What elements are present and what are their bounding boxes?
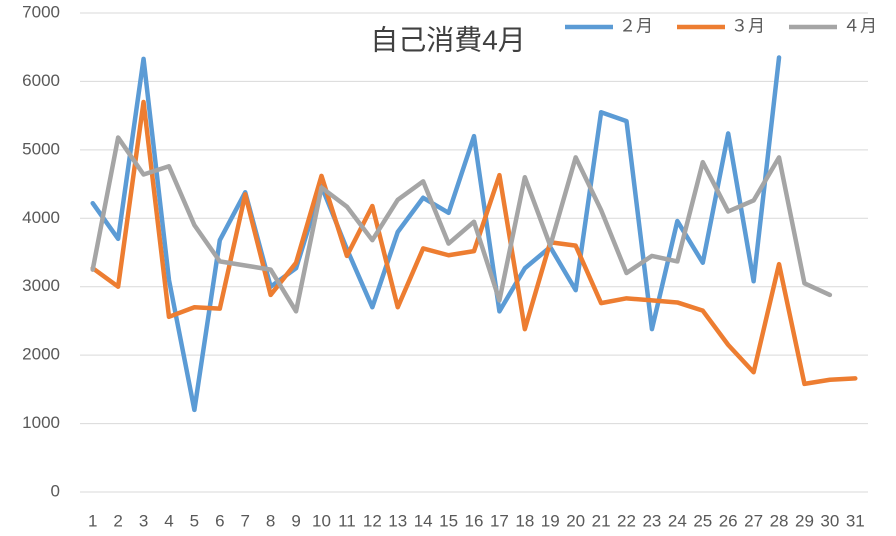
x-tick-label: 3 xyxy=(139,511,148,530)
y-tick-label: 4000 xyxy=(22,208,60,227)
x-tick-label: 18 xyxy=(515,511,534,530)
legend-label: ３月 xyxy=(731,16,765,35)
line-series xyxy=(90,99,858,387)
x-tick-label: 12 xyxy=(363,511,382,530)
y-tick-label: 2000 xyxy=(22,345,60,364)
legend-label: ２月 xyxy=(619,16,653,35)
x-tick-label: 10 xyxy=(312,511,331,530)
x-tick-label: 27 xyxy=(744,511,763,530)
x-tick-label: 17 xyxy=(490,511,509,530)
x-tick-label: 19 xyxy=(541,511,560,530)
y-tick-label: 6000 xyxy=(22,71,60,90)
x-tick-label: 25 xyxy=(693,511,712,530)
x-tick-label: 14 xyxy=(414,511,433,530)
y-tick-label: 5000 xyxy=(22,139,60,158)
x-tick-label: 2 xyxy=(113,511,122,530)
line-series xyxy=(90,55,782,413)
chart-title: 自己消費4月 xyxy=(370,24,526,55)
x-tick-label: 11 xyxy=(338,511,356,530)
x-tick-label: 6 xyxy=(215,511,224,530)
x-tick-label: 29 xyxy=(795,511,814,530)
x-tick-label: 15 xyxy=(439,511,458,530)
x-tick-label: 28 xyxy=(770,511,789,530)
y-tick-label: 7000 xyxy=(22,2,60,21)
x-tick-label: 8 xyxy=(266,511,275,530)
x-tick-label: 7 xyxy=(240,511,249,530)
x-tick-label: 9 xyxy=(291,511,300,530)
x-tick-label: 22 xyxy=(617,511,636,530)
line-series xyxy=(90,135,833,314)
x-tick-label: 4 xyxy=(164,511,173,530)
x-tick-label: 31 xyxy=(846,511,865,530)
x-tick-label: 21 xyxy=(592,511,611,530)
x-tick-label: 13 xyxy=(388,511,407,530)
x-tick-label: 23 xyxy=(642,511,661,530)
x-tick-label: 1 xyxy=(88,511,97,530)
x-tick-label: 5 xyxy=(190,511,199,530)
y-tick-label: 1000 xyxy=(22,413,60,432)
x-tick-label: 16 xyxy=(465,511,484,530)
x-tick-label: 24 xyxy=(668,511,687,530)
y-tick-label: 3000 xyxy=(22,276,60,295)
y-tick-label: 0 xyxy=(51,481,60,500)
x-tick-label: 30 xyxy=(820,511,839,530)
x-tick-label: 20 xyxy=(566,511,585,530)
x-tick-label: 26 xyxy=(719,511,738,530)
legend-label: ４月 xyxy=(843,16,877,35)
